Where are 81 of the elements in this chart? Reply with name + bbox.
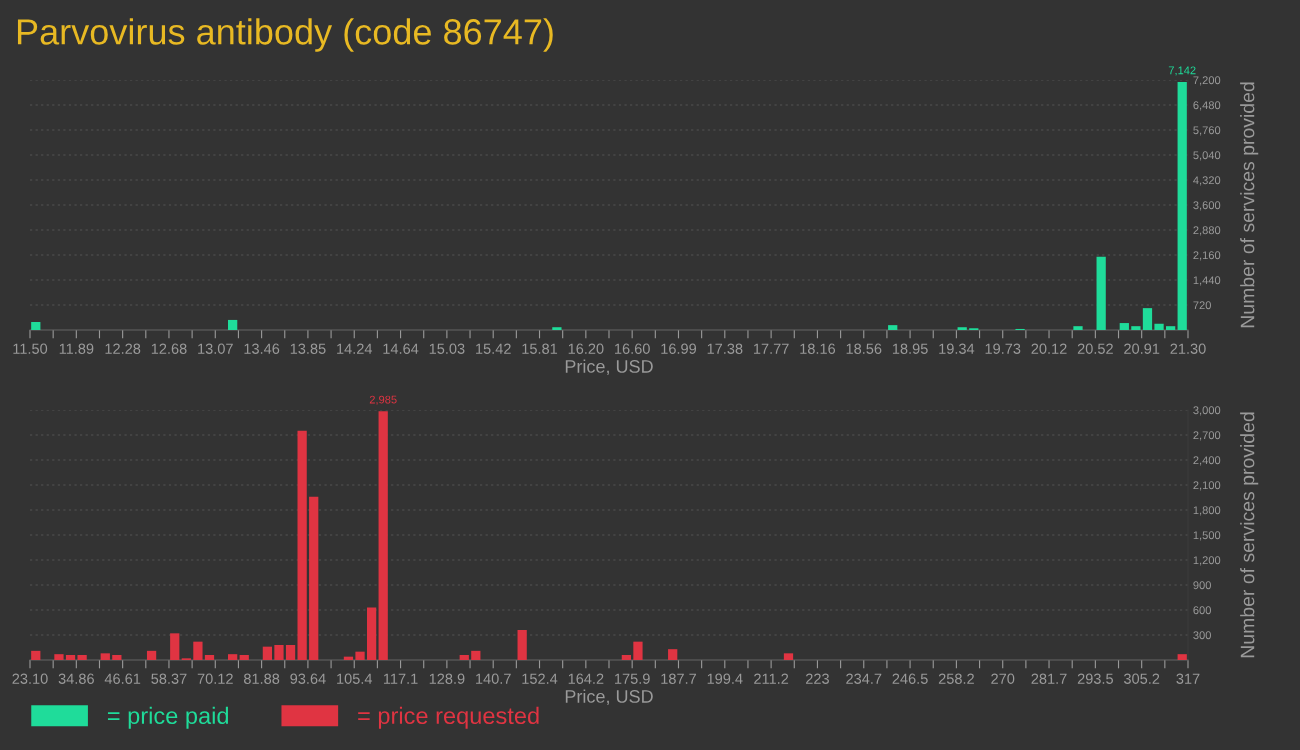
y-axis-title: Number of services provided [1240,412,1259,658]
y-tick-label: 5,040 [1193,151,1221,161]
x-tick-label: 81.88 [243,673,280,684]
x-tick-label: 15.81 [522,343,558,354]
x-tick-label: 13.46 [244,343,280,354]
y-tick-label: 4,320 [1193,176,1221,186]
x-tick-label: 16.99 [661,343,697,354]
x-tick-label: 20.91 [1124,343,1160,354]
x-tick-label: 13.85 [290,343,326,354]
x-tick-label: 17.77 [753,343,789,354]
x-tick-label: 46.61 [104,673,141,684]
x-tick-label: 187.7 [661,673,696,684]
x-tick-label: 16.20 [568,343,604,354]
x-tick-label: 20.52 [1077,343,1113,354]
x-tick-label: 128.9 [429,673,465,684]
x-tick-label: 15.42 [476,343,511,354]
x-tick-label: 14.24 [337,343,373,354]
data-label: 7,142 [1168,66,1196,76]
x-tick-label: 270 [991,673,1015,684]
x-tick-label: 15.03 [429,343,465,354]
x-tick-label: 140.7 [476,673,511,684]
x-tick-label: 223 [806,673,829,684]
x-tick-label: 58.37 [151,673,187,684]
x-tick-label: 199.4 [707,673,743,684]
data-label: 2,985 [369,395,397,405]
y-tick-label: 720 [1193,301,1211,310]
y-tick-label: 6,480 [1193,101,1221,111]
y-tick-label: 1,440 [1193,276,1221,286]
x-tick-label: 19.73 [985,343,1021,354]
x-tick-label: 18.95 [892,343,928,354]
y-tick-label: 3,600 [1193,201,1221,211]
y-tick-label: 1,800 [1193,506,1221,516]
x-tick-label: 117.1 [383,673,418,684]
x-tick-label: 105.4 [337,673,373,684]
x-tick-label: 13.07 [198,343,233,354]
y-tick-label: 2,700 [1193,431,1221,441]
y-tick-label: 7,200 [1193,76,1221,86]
x-tick-label: 14.64 [383,343,419,354]
x-tick-label: 16.60 [615,343,650,354]
y-tick-label: 3,000 [1193,406,1221,416]
y-tick-label: 2,160 [1193,251,1221,261]
x-tick-label: 18.56 [846,343,882,354]
y-tick-label: 2,880 [1193,226,1221,236]
x-tick-label: 18.16 [800,343,836,354]
legend-label: = price paid [107,706,229,729]
y-tick-label: 300 [1193,631,1211,640]
x-tick-label: 23.10 [12,673,48,684]
legend-label: = price requested [358,706,539,729]
y-tick-label: 1,500 [1193,531,1221,541]
chart-title: Parvovirus antibody (code 86747) [17,18,553,52]
x-tick-label: 11.89 [59,343,94,354]
x-tick-label: 70.12 [197,673,233,684]
y-tick-label: 600 [1193,606,1211,615]
x-tick-label: 305.2 [1123,673,1160,684]
x-tick-label: 20.12 [1031,343,1067,354]
x-tick-label: 258.2 [938,673,974,684]
y-tick-label: 2,400 [1193,456,1221,466]
x-tick-label: 164.2 [568,673,604,684]
x-tick-label: 11.50 [13,343,48,354]
x-tick-label: 317 [1176,673,1200,684]
x-tick-label: 12.28 [105,343,141,354]
x-tick-label: 19.34 [939,343,975,354]
y-tick-label: 900 [1193,581,1211,590]
x-tick-label: 34.86 [58,673,94,684]
x-tick-label: 211.2 [754,673,789,684]
x-axis-title: Price, USD [565,689,653,705]
x-tick-label: 234.7 [846,673,882,684]
y-axis-title: Number of services provided [1240,82,1259,328]
x-tick-label: 246.5 [892,673,928,684]
y-tick-label: 1,200 [1193,556,1221,566]
x-tick-label: 21.30 [1170,343,1206,354]
x-axis-title: Price, USD [565,359,653,375]
x-tick-label: 293.5 [1077,673,1113,684]
y-tick-label: 5,760 [1193,126,1221,136]
x-tick-label: 17.38 [707,343,743,354]
x-tick-label: 12.68 [151,343,187,354]
x-tick-label: 175.9 [615,673,650,684]
x-tick-label: 93.64 [290,673,326,684]
x-tick-label: 152.4 [522,673,558,684]
x-tick-label: 281.7 [1031,673,1067,684]
y-tick-label: 2,100 [1193,481,1221,491]
